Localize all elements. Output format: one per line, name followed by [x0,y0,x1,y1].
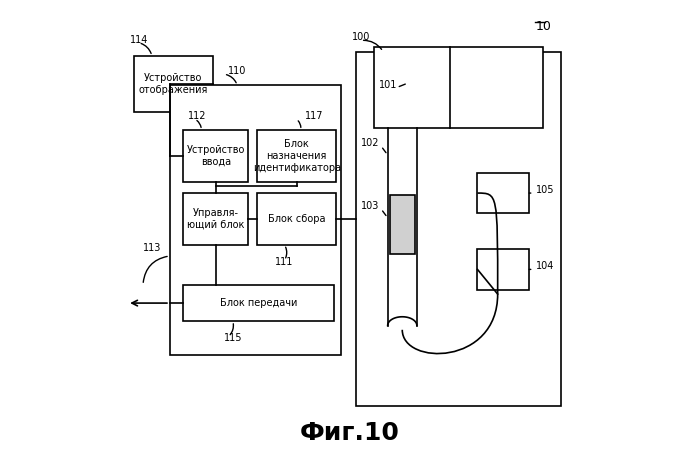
Text: 115: 115 [224,333,243,343]
Text: Блок
назначения
идентификатора: Блок назначения идентификатора [252,140,341,172]
Text: 104: 104 [536,261,554,271]
FancyBboxPatch shape [170,85,340,355]
Text: Устройство
отображения: Устройство отображения [138,73,208,95]
Text: Блок передачи: Блок передачи [220,298,297,308]
Text: Фиг.10: Фиг.10 [300,421,399,445]
Text: 100: 100 [352,32,370,42]
FancyBboxPatch shape [183,130,248,182]
FancyBboxPatch shape [257,193,336,245]
Text: 105: 105 [536,185,554,195]
Text: 10: 10 [536,20,552,33]
FancyBboxPatch shape [183,285,334,321]
FancyBboxPatch shape [356,52,561,406]
Text: 110: 110 [229,66,247,76]
Text: 102: 102 [361,138,380,148]
Text: 117: 117 [305,111,323,121]
Text: Устройство
ввода: Устройство ввода [187,145,245,167]
Text: 113: 113 [143,243,161,253]
FancyBboxPatch shape [390,195,415,254]
FancyBboxPatch shape [134,56,212,112]
Text: 112: 112 [188,111,206,121]
Text: Управля-
ющий блок: Управля- ющий блок [187,208,245,230]
Text: 111: 111 [275,257,294,267]
Text: 114: 114 [129,35,148,44]
Text: 101: 101 [379,79,397,89]
Text: Блок сбора: Блок сбора [268,214,326,224]
Text: 103: 103 [361,201,379,211]
FancyBboxPatch shape [477,173,529,213]
FancyBboxPatch shape [183,193,248,245]
FancyBboxPatch shape [374,47,542,128]
FancyBboxPatch shape [477,249,529,290]
FancyBboxPatch shape [257,130,336,182]
